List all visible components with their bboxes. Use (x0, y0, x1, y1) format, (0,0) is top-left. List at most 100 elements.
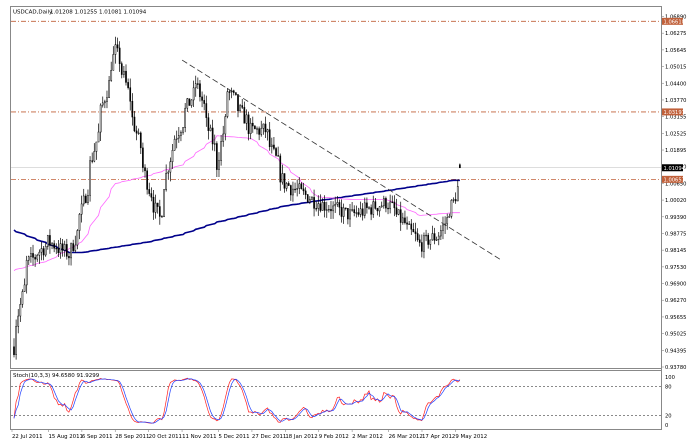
candle-body (17, 315, 20, 327)
candle-body (268, 129, 271, 148)
candle-body (38, 251, 41, 256)
candle-body (156, 202, 159, 207)
horizontal-levels (11, 20, 661, 180)
candle-body (65, 244, 68, 257)
candle-body (87, 194, 89, 203)
candle-body (133, 116, 136, 132)
candle-body (184, 107, 187, 128)
candle-body (30, 253, 32, 257)
price-label: 1.01895 (665, 148, 686, 154)
candle-body (220, 141, 222, 161)
candle-body (357, 212, 360, 215)
candle-body (177, 135, 180, 139)
date-label: 20 Oct 2011 (149, 434, 182, 440)
candle-body (338, 202, 341, 208)
candle-body (167, 171, 170, 174)
ma-slow-line (13, 179, 460, 254)
candle-body (101, 102, 104, 106)
candle-body (199, 83, 201, 98)
candle-body (182, 127, 184, 133)
price-label: 0.95025 (665, 332, 686, 338)
candle-body (19, 304, 22, 317)
candle-body (393, 201, 396, 209)
stochastic-lines (11, 377, 661, 424)
price-label: 1.05645 (665, 48, 686, 54)
candle-body (347, 208, 349, 220)
candle-body (429, 239, 432, 245)
price-tag-text: 1.03197 (664, 110, 685, 116)
candle-body (260, 128, 263, 135)
candle-body (32, 253, 34, 258)
price-tag-text: 1.01094 (664, 166, 686, 172)
candle-body (256, 128, 258, 130)
candle-body (194, 83, 197, 89)
candle-body (108, 80, 110, 98)
candle-body (399, 209, 402, 223)
candle-body (401, 217, 404, 223)
price-label: 1.03155 (665, 115, 686, 121)
candle-body (135, 130, 138, 134)
candle-body (89, 160, 91, 196)
candle-body (158, 206, 161, 217)
candle-body (382, 198, 385, 207)
candle-body (437, 235, 440, 240)
candle-body (239, 105, 241, 112)
candle-body (450, 199, 453, 217)
date-label: 15 Aug 2011 (48, 434, 83, 440)
candle-body (289, 185, 292, 196)
price-label: 1.02525 (665, 131, 686, 137)
candle-body (349, 209, 351, 220)
candle-body (55, 247, 58, 250)
candle-body (15, 326, 17, 355)
candle-body (203, 100, 206, 104)
trendline[interactable] (181, 59, 501, 260)
price-tag-bg (662, 164, 683, 172)
date-label: 5 Dec 2011 (219, 434, 250, 440)
candle-body (249, 122, 252, 134)
price-label: 1.03770 (665, 98, 686, 104)
candle-body (127, 82, 129, 88)
candle-body (416, 233, 419, 241)
candle-body (139, 132, 142, 149)
candle-body (70, 243, 72, 259)
price-tags: 1.06610 1.03197 1.01094 1.00657 (662, 17, 686, 183)
price-axis-labels: 1.06890 1.06275 1.05645 1.05015 1.04400 1.037… (661, 15, 686, 371)
ma-fast-line (13, 135, 460, 271)
candle-body (353, 209, 356, 213)
candle-body (273, 144, 275, 149)
candle-body (142, 147, 144, 168)
candle-body (91, 160, 94, 162)
candle-body (76, 230, 79, 246)
candle-body (340, 206, 343, 217)
candle-body (148, 189, 151, 194)
candle-body (209, 127, 212, 131)
price-label: 1.00020 (665, 198, 686, 204)
price-label: 0.97530 (665, 265, 686, 271)
candle-body (120, 63, 123, 75)
candle-body (414, 231, 417, 234)
candle-body (372, 201, 375, 215)
candle-body (433, 233, 436, 241)
candle-body (116, 44, 119, 49)
candle-body (123, 70, 125, 75)
candle-body (423, 235, 425, 252)
candle-body (446, 217, 449, 225)
trendline-line (181, 59, 501, 260)
candle-body (374, 201, 377, 209)
candle-body (146, 170, 148, 190)
candle-body (330, 208, 332, 212)
candle-body (397, 209, 400, 215)
candle-body (440, 230, 442, 237)
candle-body (207, 117, 210, 131)
price-label: 0.98145 (665, 248, 686, 254)
candle-body (408, 223, 411, 225)
candle-body (387, 207, 389, 210)
price-label: 0.99390 (665, 215, 686, 221)
date-label: 26 Mar 2012 (389, 434, 423, 440)
ma-fast-polyline (13, 135, 460, 271)
candle-body (336, 202, 339, 205)
price-label: 0.96270 (665, 298, 686, 304)
